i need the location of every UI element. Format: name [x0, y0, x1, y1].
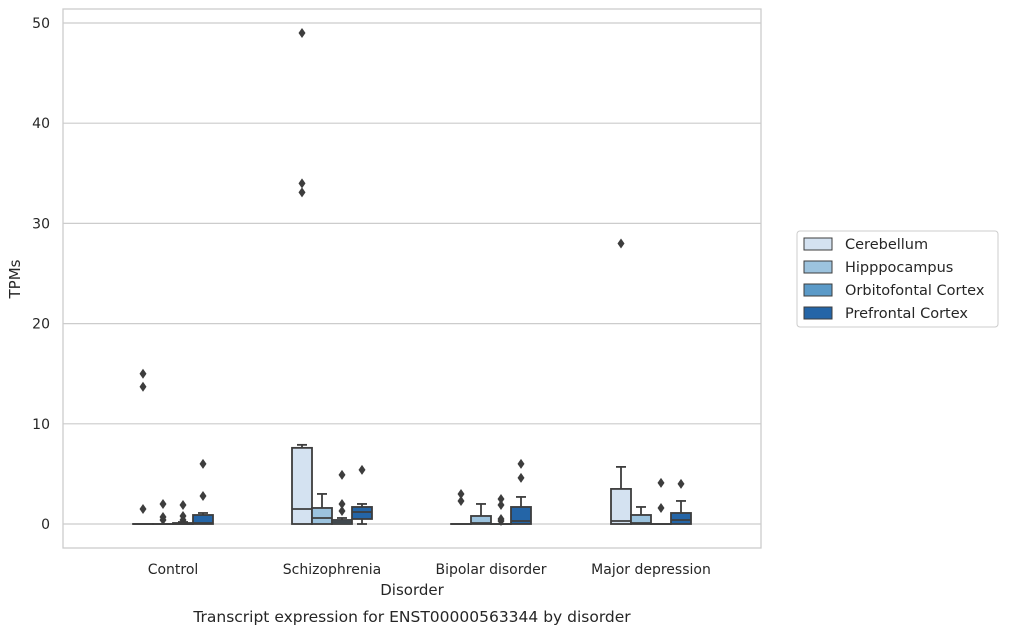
- box-layer: [132, 28, 692, 526]
- outlier-point-0: [139, 368, 147, 379]
- outlier-point-1: [199, 490, 207, 501]
- box-orbitofontal-cortex-3: [650, 477, 672, 525]
- outlier-point-0: [298, 28, 306, 39]
- y-tick-label-20: 20: [32, 317, 50, 333]
- y-tick-label-30: 30: [32, 216, 50, 232]
- box-prefrontal-cortex-0: [192, 458, 214, 525]
- legend-swatch-hipppocampus: [803, 260, 833, 274]
- x-axis-label: Disorder: [380, 581, 444, 599]
- y-axis-label: TPMs: [6, 259, 24, 299]
- box-body: [470, 515, 492, 525]
- box-orbitofontal-cortex-1: [331, 469, 353, 525]
- outlier-point-1: [517, 472, 525, 483]
- outlier-point-0: [617, 238, 625, 249]
- box-hipppocampus-1: [311, 493, 333, 525]
- legend-label-cerebellum: Cerebellum: [845, 237, 928, 253]
- box-hipppocampus-3: [630, 506, 652, 525]
- chart-caption: Transcript expression for ENST0000056334…: [192, 608, 631, 626]
- y-tick-label-50: 50: [32, 16, 50, 32]
- box-orbitofontal-cortex-2: [490, 493, 512, 526]
- box-cerebellum-2: [450, 488, 472, 525]
- box-body: [670, 512, 692, 525]
- outlier-point-2: [298, 187, 306, 198]
- outlier-point-0: [338, 469, 346, 480]
- x-tick-label-control: Control: [148, 562, 199, 578]
- plot-frame: [62, 8, 762, 549]
- y-tick-label-40: 40: [32, 116, 50, 132]
- outlier-point-1: [298, 178, 306, 189]
- y-tick-labels: 0 10 20 30 40 50: [32, 16, 50, 533]
- outlier-point-0: [497, 493, 505, 504]
- box-body: [610, 488, 632, 525]
- outlier-point-1: [657, 502, 665, 513]
- outlier-point-2: [139, 503, 147, 514]
- y-tick-label-10: 10: [32, 417, 50, 433]
- box-prefrontal-cortex-3: [670, 478, 692, 525]
- legend-label-orbitofontal-cortex: Orbitofontal Cortex: [845, 283, 985, 299]
- box-body: [351, 506, 373, 520]
- x-tick-labels: Control Schizophrenia Bipolar disorder Majo…: [148, 562, 711, 578]
- outlier-point-0: [358, 464, 366, 475]
- outlier-point-1: [457, 495, 465, 506]
- outlier-point-0: [677, 478, 685, 489]
- box-cerebellum-3: [610, 238, 632, 525]
- outlier-point-0: [199, 458, 207, 469]
- outlier-point-2: [338, 505, 346, 516]
- box-cerebellum-0: [132, 368, 154, 525]
- x-tick-label-major-depression: Major depression: [591, 562, 711, 578]
- y-tick-label-0: 0: [41, 517, 50, 533]
- outlier-point-0: [517, 458, 525, 469]
- outlier-point-3: [497, 515, 505, 526]
- grid-lines: [63, 22, 761, 525]
- box-body: [311, 507, 333, 525]
- outlier-point-0: [457, 488, 465, 499]
- box-cerebellum-1: [291, 28, 313, 525]
- outlier-point-1: [497, 499, 505, 510]
- legend-label-hipppocampus: Hipppocampus: [845, 260, 953, 276]
- legend-swatch-cerebellum: [803, 237, 833, 251]
- box-orbitofontal-cortex-0: [172, 499, 194, 525]
- box-hipppocampus-0: [152, 498, 174, 525]
- outlier-point-1: [338, 498, 346, 509]
- legend-label-prefrontal-cortex: Prefrontal Cortex: [845, 306, 968, 322]
- box-body: [630, 514, 652, 525]
- box-prefrontal-cortex-2: [510, 458, 532, 525]
- x-tick-label-schizophrenia: Schizophrenia: [283, 562, 381, 578]
- box-hipppocampus-2: [470, 503, 492, 525]
- legend-frame: [796, 230, 999, 328]
- box-prefrontal-cortex-1: [351, 464, 373, 525]
- outlier-point-2: [159, 514, 167, 525]
- x-tick-label-bipolar-disorder: Bipolar disorder: [435, 562, 546, 578]
- legend-swatch-orbitofontal-cortex: [803, 283, 833, 297]
- legend-swatch-prefrontal-cortex: [803, 306, 833, 320]
- outlier-point-2: [179, 514, 187, 525]
- outlier-point-0: [657, 477, 665, 488]
- box-body: [291, 446, 313, 525]
- legend: Cerebellum Hipppocampus Orbitofontal Corte…: [796, 230, 999, 328]
- outlier-point-0: [159, 498, 167, 509]
- box-body: [192, 514, 214, 525]
- box-body: [510, 506, 532, 525]
- outlier-point-1: [139, 381, 147, 392]
- outlier-point-0: [179, 499, 187, 510]
